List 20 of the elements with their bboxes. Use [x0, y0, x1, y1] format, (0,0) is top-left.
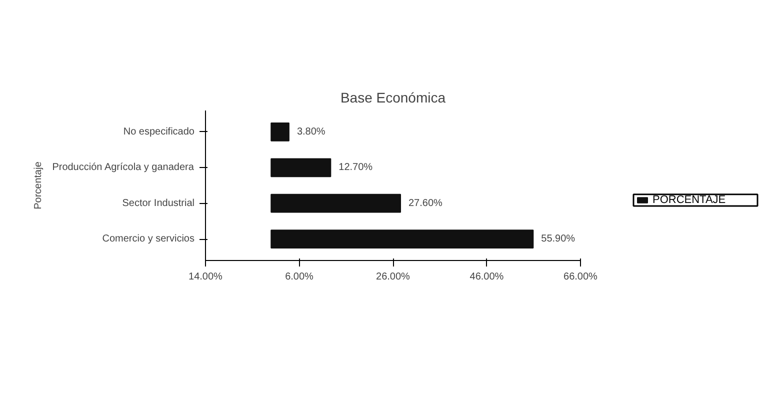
bar: [270, 230, 534, 248]
chart-title: Base Económica: [340, 90, 446, 106]
y-tick-label: No especificado: [123, 126, 195, 138]
legend-label: PORCENTAJE: [652, 194, 726, 206]
y-axis-title: Porcentaje: [33, 161, 44, 210]
y-tick-label: Producción Agrícola y ganadera: [52, 162, 194, 174]
data-label: 3.80%: [296, 126, 326, 138]
data-label: 12.70%: [338, 162, 373, 174]
x-tick-label: 46.00%: [470, 272, 504, 282]
bar: [270, 194, 401, 213]
y-tick-label: Comercio y servicios: [102, 234, 195, 245]
x-tick-label: 26.00%: [376, 272, 410, 282]
bar: [270, 122, 290, 142]
bar: [270, 158, 332, 178]
x-tick-label: 14.00%: [188, 272, 223, 282]
x-tick-label: 66.00%: [564, 272, 598, 282]
x-tick-label: 6.00%: [285, 272, 314, 282]
data-label: 27.60%: [408, 198, 443, 209]
y-tick-label: Sector Industrial: [122, 198, 195, 209]
data-label: 55.90%: [541, 234, 576, 245]
